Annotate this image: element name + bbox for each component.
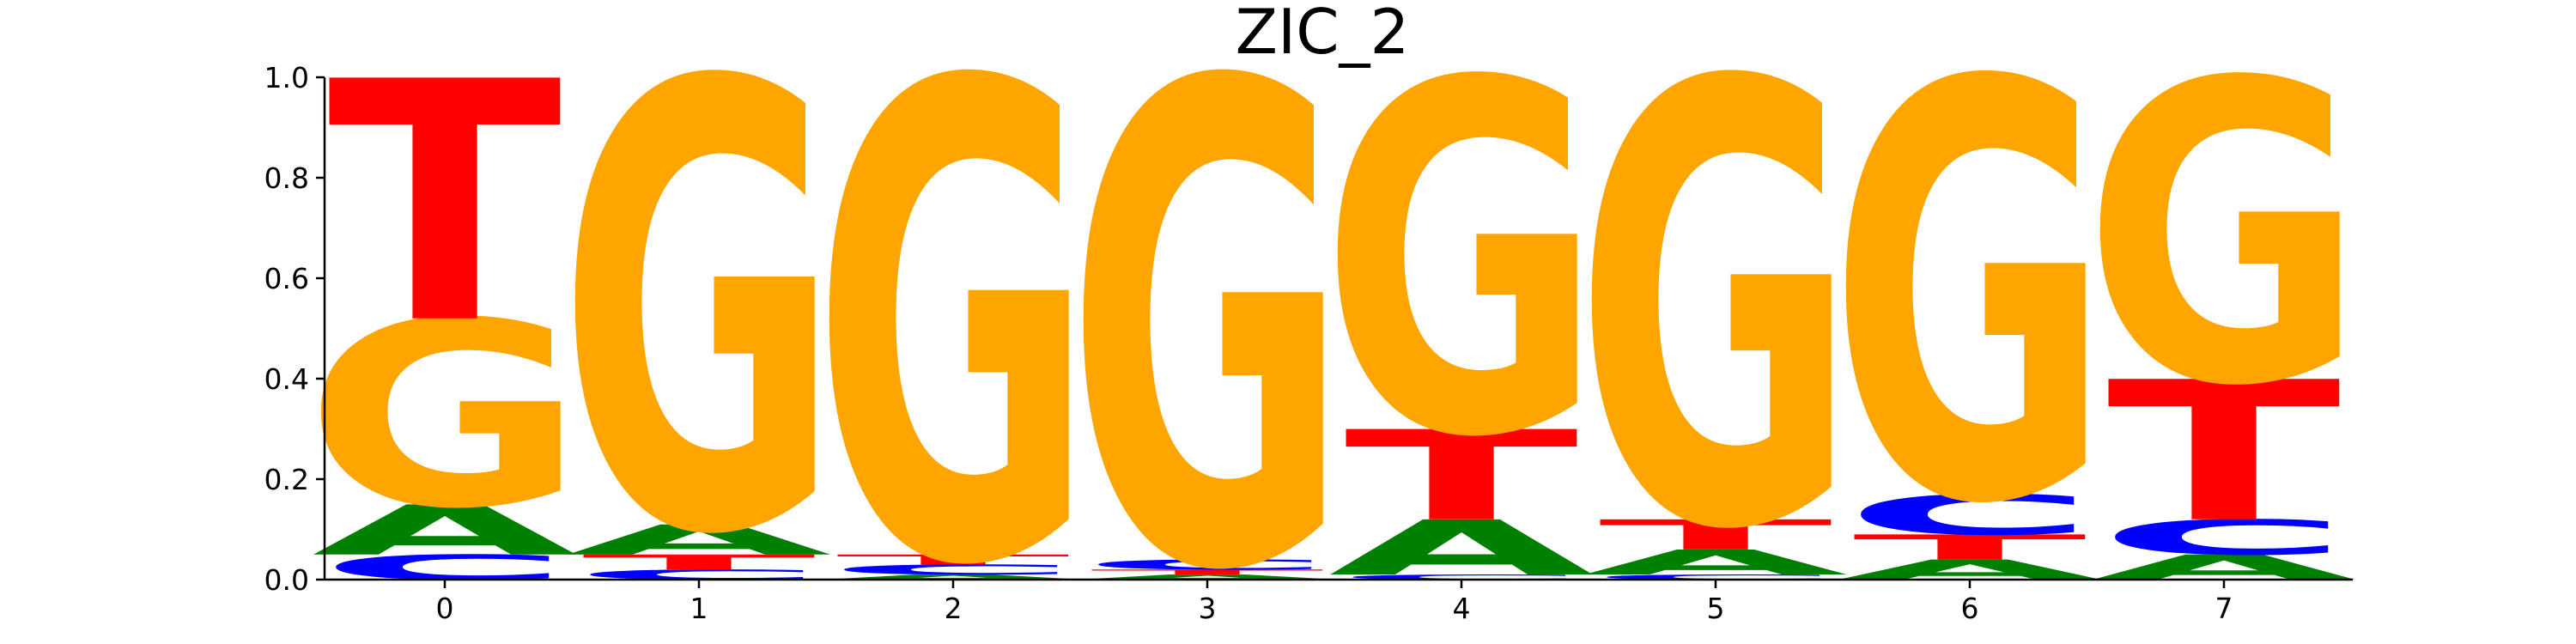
logo-letter-t: T	[582, 550, 818, 574]
logo-letter-c: C	[1335, 574, 1588, 581]
x-tick-label: 5	[1707, 592, 1725, 625]
logo-letter-a: A	[820, 574, 1088, 581]
y-tick-label: 0.6	[264, 262, 309, 295]
logo-letter-t: T	[328, 12, 564, 397]
logo-letter-c: C	[1589, 574, 1842, 581]
logo-letter-a: A	[1583, 543, 1850, 583]
x-tick-label: 4	[1453, 592, 1471, 625]
x-tick-label: 3	[1199, 592, 1217, 625]
logo-letter-g: G	[1829, 0, 2111, 629]
y-tick-label: 0.2	[264, 463, 309, 496]
logo-letter-a: A	[566, 516, 834, 564]
logo-letter-g: G	[2083, 0, 2365, 477]
logo-letter-g: G	[1575, 0, 1856, 644]
y-tick-label: 0.4	[264, 362, 309, 396]
axes: 0.0 0.2 0.4 0.6 0.8 1.0 0 1 2 3 4 5 6 7	[264, 61, 2353, 625]
logo-letter-c: C	[827, 562, 1079, 578]
logo-letter-a: A	[312, 491, 580, 571]
y-tick-label: 0.0	[264, 563, 309, 597]
logo-letter-c: C	[1844, 483, 2096, 548]
y-tick-label: 1.0	[264, 61, 309, 94]
logo-letter-g: G	[1066, 0, 1348, 644]
logo-letter-t: T	[1345, 404, 1581, 549]
x-tick-label: 2	[945, 592, 963, 625]
logo-letter-a: A	[1837, 554, 2105, 586]
x-tick-label: 7	[2215, 592, 2233, 625]
y-tick-label: 0.8	[264, 161, 309, 195]
chart-title: ZIC_2	[1236, 0, 1410, 68]
x-tick-label: 0	[436, 592, 454, 625]
logo-letter-g: G	[558, 0, 840, 644]
logo-letter-c: C	[2098, 510, 2350, 566]
logo-letter-c: C	[1081, 556, 1334, 573]
logo-letter-a: A	[1328, 505, 1596, 593]
logo-letter-t: T	[2107, 341, 2343, 565]
logo-letter-t: T	[1599, 512, 1835, 560]
logo-letter-t: T	[836, 552, 1072, 568]
logo-letter-t: T	[1091, 568, 1327, 576]
logo-letter-g: G	[812, 0, 1094, 644]
x-tick-label: 6	[1961, 592, 1979, 625]
logo-letter-t: T	[1853, 528, 2089, 568]
x-tick-label: 1	[690, 592, 708, 625]
logo-letter-g: G	[1321, 0, 1602, 543]
logo-letter-g: G	[304, 269, 586, 565]
logo-letter-a: A	[1074, 574, 1342, 581]
logo-letter-a: A	[2091, 548, 2359, 588]
